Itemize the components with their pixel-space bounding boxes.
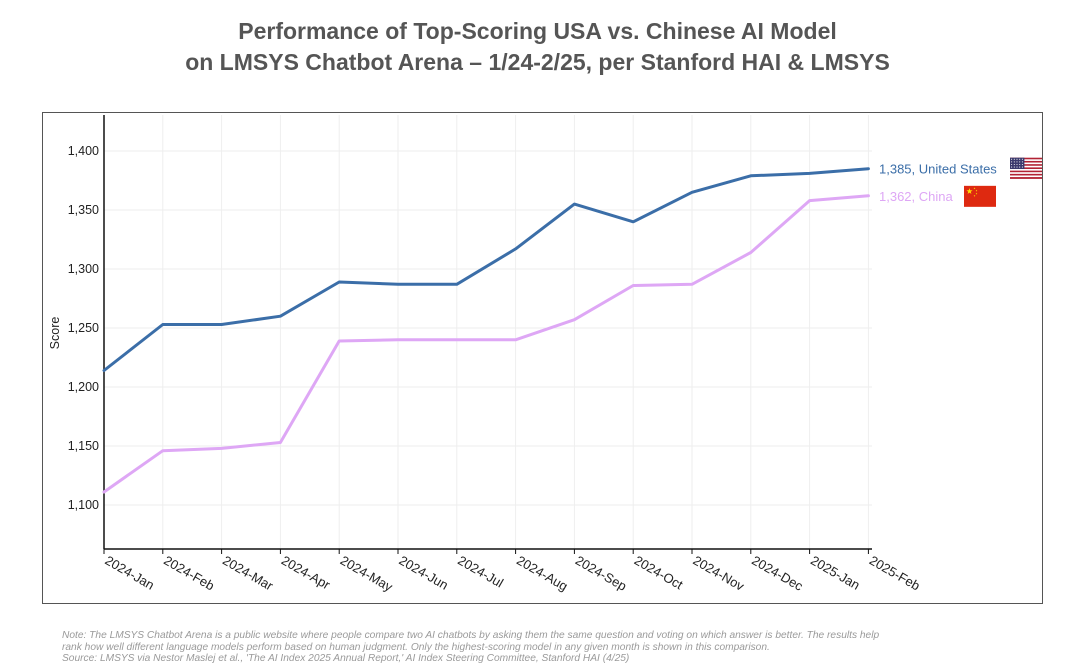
x-tick-label: 2024-Nov (691, 553, 748, 594)
data-point (396, 338, 400, 341)
data-point (749, 174, 752, 177)
data-point (455, 283, 458, 286)
data-point (808, 199, 811, 202)
note-line-2: rank how well different language models … (62, 641, 770, 653)
x-tick-label: 2024-Sep (573, 553, 629, 594)
x-axis-ticks: 2024-Jan 2024-Feb 2024-Mar 2024-Apr 2024-May… (103, 549, 923, 595)
data-point (220, 323, 223, 326)
data-point (749, 251, 752, 254)
data-point (220, 447, 223, 450)
data-point (396, 283, 400, 286)
x-tick-label: 2024-Feb (161, 553, 217, 594)
data-point (102, 369, 106, 372)
data-point (867, 167, 870, 170)
data-point (161, 323, 164, 326)
x-tick-label: 2024-Aug (514, 553, 570, 594)
data-point (279, 315, 282, 318)
series-line-china (102, 194, 870, 494)
data-point (573, 202, 576, 206)
china-flag-icon (964, 185, 996, 207)
title-line-1: Performance of Top-Scoring USA vs. Chine… (238, 18, 837, 44)
data-point (455, 338, 458, 341)
series-end-labels: 1,385, United States 1,362, China (879, 157, 1042, 207)
data-point (102, 490, 106, 494)
x-tick-label: 2024-Oct (632, 553, 686, 593)
y-tick-label: 1,200 (68, 380, 99, 394)
y-tick-label: 1,300 (68, 262, 99, 276)
x-tick-label: 2024-Mar (220, 553, 276, 594)
y-tick-label: 1,150 (68, 439, 99, 453)
end-label-china: 1,362, China (879, 189, 953, 204)
y-tick-label: 1,250 (68, 321, 99, 335)
y-axis-ticks: 1,100 1,150 1,200 1,250 1,300 1,350 1,400 (68, 144, 99, 512)
x-tick-label: 2024-Apr (279, 553, 333, 593)
x-tick-label: 2024-Jan (103, 553, 157, 593)
data-point (867, 194, 870, 198)
data-point (338, 280, 341, 284)
note-line-1: Note: The LMSYS Chatbot Arena is a publi… (62, 630, 880, 641)
data-point (632, 284, 635, 287)
y-axis-label: Score (48, 317, 62, 350)
end-label-united-states: 1,385, United States (879, 162, 997, 177)
gridlines (104, 115, 872, 549)
data-point (690, 283, 694, 286)
x-tick-label: 2024-Dec (749, 553, 806, 594)
x-tick-label: 2024-Jun (397, 553, 451, 593)
y-tick-label: 1,350 (68, 203, 99, 217)
x-tick-label: 2025-Jan (808, 553, 862, 593)
y-tick-label: 1,100 (68, 498, 99, 512)
data-point (514, 247, 517, 251)
series-line-united-states (102, 167, 870, 372)
chart-frame (42, 112, 1043, 604)
data-point (573, 318, 576, 321)
data-point (161, 449, 164, 452)
chart-title: Performance of Top-Scoring USA vs. Chine… (0, 16, 1075, 78)
x-tick-label: 2024-Jul (455, 553, 506, 591)
x-tick-label: 2024-May (338, 553, 396, 595)
data-point (690, 191, 694, 194)
data-point (808, 172, 811, 175)
source-line: Source: LMSYS via Nestor Maslej et al., … (62, 653, 630, 664)
footnote: Note: The LMSYS Chatbot Arena is a publi… (62, 630, 1062, 665)
us-flag-icon (1010, 157, 1042, 179)
x-tick-label: 2025-Feb (867, 553, 923, 594)
title-line-2: on LMSYS Chatbot Arena – 1/24-2/25, per … (185, 49, 890, 75)
data-point (632, 220, 635, 223)
series-lines (102, 167, 870, 494)
axes (103, 115, 872, 550)
y-tick-label: 1,400 (68, 144, 99, 158)
data-point (338, 339, 341, 343)
data-point (279, 441, 282, 444)
data-point (514, 338, 517, 341)
